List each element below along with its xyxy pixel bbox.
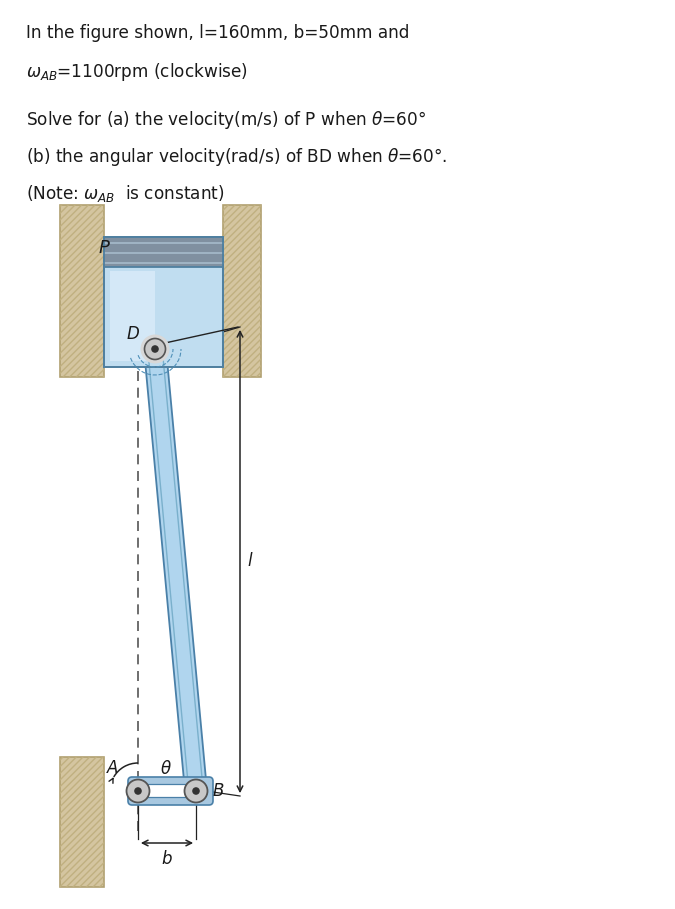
Bar: [60, 205, 104, 377]
Circle shape: [134, 787, 142, 794]
Bar: [60, 757, 104, 887]
Polygon shape: [144, 343, 207, 797]
Bar: [104, 237, 223, 267]
Circle shape: [140, 335, 169, 364]
FancyBboxPatch shape: [128, 777, 213, 805]
Text: $\theta$: $\theta$: [160, 760, 172, 778]
Circle shape: [151, 345, 159, 353]
Bar: [60, 205, 104, 377]
FancyBboxPatch shape: [144, 784, 192, 797]
Circle shape: [126, 780, 149, 803]
Text: l: l: [247, 553, 252, 571]
Bar: [110, 271, 155, 361]
Circle shape: [184, 780, 207, 803]
Text: $\omega_{AB}$=1100rpm (clockwise): $\omega_{AB}$=1100rpm (clockwise): [26, 61, 248, 83]
Bar: [223, 205, 261, 377]
Text: b: b: [162, 850, 172, 868]
Text: P: P: [99, 239, 110, 257]
Text: A: A: [107, 759, 118, 777]
Text: (Note: $\omega_{AB}$  is constant): (Note: $\omega_{AB}$ is constant): [26, 183, 224, 205]
Text: (b) the angular velocity(rad/s) of BD when $\theta$=60°.: (b) the angular velocity(rad/s) of BD wh…: [26, 146, 448, 168]
Bar: [104, 237, 223, 367]
Text: In the figure shown, l=160mm, b=50mm and: In the figure shown, l=160mm, b=50mm and: [26, 24, 409, 42]
Bar: [60, 757, 104, 887]
Text: D: D: [127, 325, 140, 343]
Text: Solve for (a) the velocity(m/s) of P when $\theta$=60°: Solve for (a) the velocity(m/s) of P whe…: [26, 109, 427, 131]
Circle shape: [144, 338, 165, 359]
Text: B: B: [213, 782, 224, 800]
Bar: [223, 205, 261, 377]
Circle shape: [192, 787, 200, 794]
